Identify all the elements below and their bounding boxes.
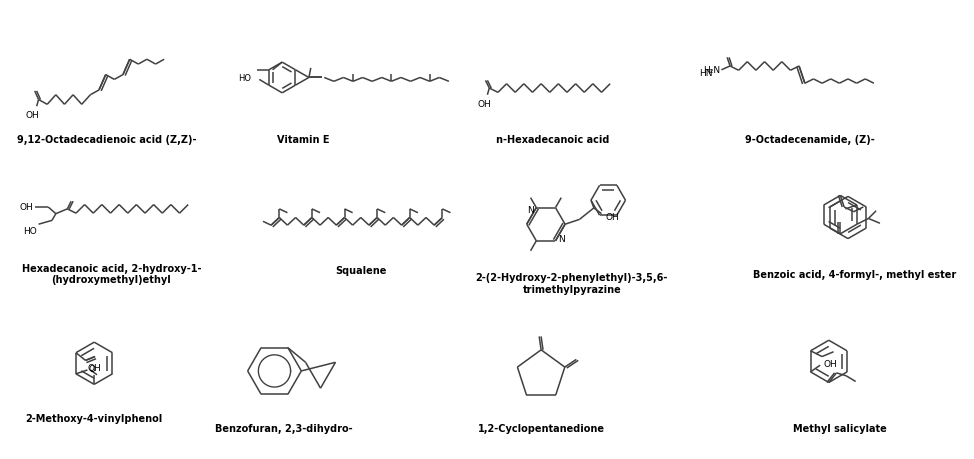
Text: OH: OH (19, 203, 33, 212)
Text: HO: HO (239, 74, 251, 83)
Text: Methyl salicylate: Methyl salicylate (794, 423, 887, 433)
Text: OH: OH (88, 363, 101, 372)
Text: 2-(2-Hydroxy-2-phenylethyl)-3,5,6-
trimethylpyrazine: 2-(2-Hydroxy-2-phenylethyl)-3,5,6- trime… (475, 273, 668, 294)
Text: HO: HO (23, 227, 37, 235)
Text: HN: HN (699, 69, 713, 78)
Text: 9,12-Octadecadienoic acid (Z,Z)-: 9,12-Octadecadienoic acid (Z,Z)- (17, 135, 197, 145)
Text: OH: OH (477, 99, 492, 108)
Text: 2-Methoxy-4-vinylphenol: 2-Methoxy-4-vinylphenol (25, 413, 163, 423)
Text: Squalene: Squalene (335, 266, 387, 276)
Text: Benzoic acid, 4-formyl-, methyl ester: Benzoic acid, 4-formyl-, methyl ester (753, 270, 956, 280)
Text: N: N (527, 206, 534, 214)
Text: N: N (558, 235, 565, 244)
Text: OH: OH (606, 213, 619, 222)
Text: Benzofuran, 2,3-dihydro-: Benzofuran, 2,3-dihydro- (215, 423, 353, 433)
Text: OH: OH (823, 359, 837, 368)
Text: n-Hexadecanoic acid: n-Hexadecanoic acid (496, 135, 610, 145)
Text: Vitamin E: Vitamin E (277, 135, 329, 145)
Text: Hexadecanoic acid, 2-hydroxy-1-
(hydroxymethyl)ethyl: Hexadecanoic acid, 2-hydroxy-1- (hydroxy… (21, 263, 202, 285)
Text: 9-Octadecenamide, (Z)-: 9-Octadecenamide, (Z)- (745, 135, 875, 145)
Text: OH: OH (26, 111, 40, 120)
Text: 1,2-Cyclopentanedione: 1,2-Cyclopentanedione (477, 423, 605, 433)
Text: H₂N: H₂N (703, 66, 721, 75)
Text: O: O (89, 364, 95, 373)
